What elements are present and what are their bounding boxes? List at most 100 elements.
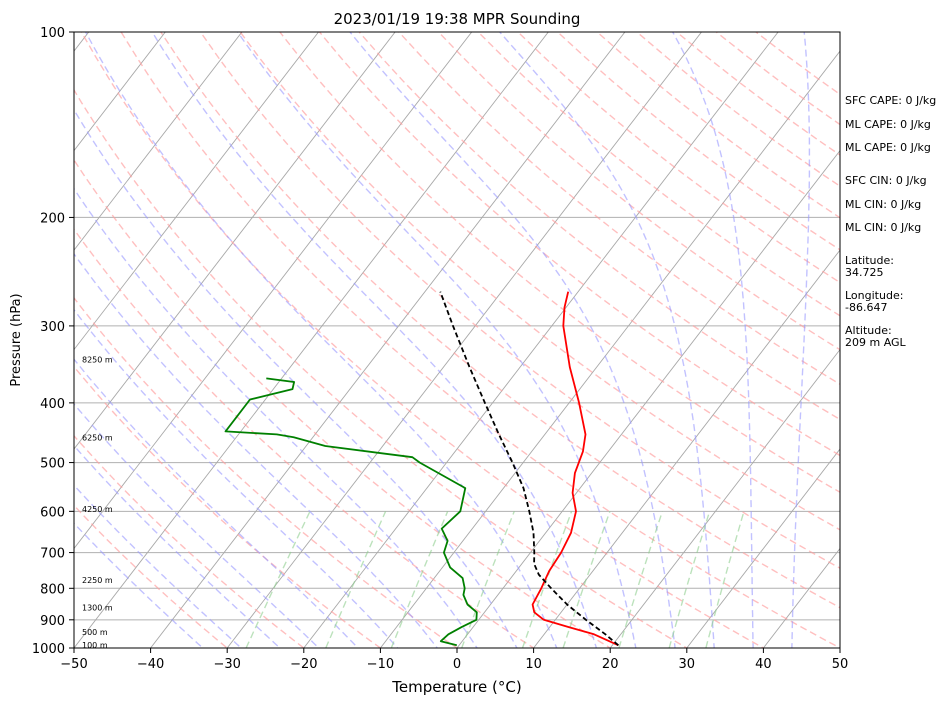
dry-adiabat-line <box>74 88 689 648</box>
isotherm-line <box>456 149 840 648</box>
y-tick-label: 300 <box>40 320 65 335</box>
dry-adiabat-line <box>74 296 459 648</box>
background-lines <box>74 18 946 661</box>
mixing-ratio-line <box>461 511 515 648</box>
height-label: 2250 m <box>82 576 113 585</box>
dry-adiabat-line <box>74 504 229 648</box>
pressure-grid <box>74 32 840 648</box>
moist-adiabat-line <box>151 32 598 648</box>
isotherm-line <box>150 32 626 648</box>
isotherm-line <box>609 348 840 648</box>
sfc-cin-label: SFC CIN: 0 J/kg <box>845 174 927 187</box>
x-tick-label: −10 <box>367 657 394 672</box>
moist-adiabat-line <box>791 32 811 648</box>
y-tick-label: 800 <box>40 582 65 597</box>
ml-cape-label: ML CAPE: 0 J/kg <box>845 118 931 131</box>
isotherm-line <box>74 32 473 550</box>
height-label: 1300 m <box>82 604 113 613</box>
isotherm-line <box>74 32 396 450</box>
isotherm-line <box>907 18 946 661</box>
y-tick-label: 100 <box>40 26 65 41</box>
y-tick-label: 1000 <box>32 642 65 657</box>
dry-adiabat-line <box>80 32 765 648</box>
latitude-label: Latitude: <box>845 254 894 267</box>
height-label: 4250 m <box>82 505 113 514</box>
moist-adiabat-line <box>349 32 676 648</box>
moist-adiabat-line <box>499 32 715 648</box>
moist-adiabat-line <box>672 32 754 648</box>
isotherm-line <box>74 32 166 152</box>
moist-adiabat-line <box>74 402 320 648</box>
x-tick-label: 20 <box>602 657 619 672</box>
moist-adiabat-line <box>74 252 439 648</box>
dry-adiabat-line <box>74 365 382 648</box>
x-tick-label: −40 <box>137 657 164 672</box>
ml-cape-label-2: ML CAPE: 0 J/kg <box>845 141 931 154</box>
isotherm-line <box>686 448 840 648</box>
mixing-ratio-line <box>618 511 664 648</box>
x-tick-label: 50 <box>832 657 849 672</box>
mixing-ratio-line <box>521 511 573 648</box>
y-axis: 1000 900 800 700 600 500 400 300 200 100 <box>32 26 74 657</box>
sfc-cape-label: SFC CAPE: 0 J/kg <box>845 94 936 107</box>
moist-adiabat-line <box>237 32 637 648</box>
parcel-path-line <box>439 291 619 646</box>
dry-adiabat-line <box>477 32 840 317</box>
x-tick-label: 0 <box>453 657 461 672</box>
y-tick-label: 600 <box>40 505 65 520</box>
isotherm-line <box>74 32 549 648</box>
moist-adiabat-line <box>74 108 518 648</box>
temperature-line <box>531 291 619 647</box>
height-label: 500 m <box>82 628 108 637</box>
moist-adiabat-line <box>84 32 558 648</box>
height-label: 8250 m <box>82 355 113 364</box>
altitude-label: Altitude: <box>845 324 892 337</box>
dry-adiabat-line <box>74 158 612 648</box>
mixing-ratio-line <box>562 511 611 648</box>
chart-title: 2023/01/19 19:38 MPR Sounding <box>334 10 581 28</box>
x-axis: −50 −40 −30 −20 −10 0 10 20 30 40 50 <box>60 648 848 672</box>
y-tick-label: 200 <box>40 211 65 226</box>
moist-adiabat-line <box>74 308 399 648</box>
dry-adiabat-line <box>120 32 840 648</box>
dewpoint-line <box>224 377 478 647</box>
height-label: 6250 m <box>82 433 113 442</box>
moist-adiabat-line <box>74 358 359 648</box>
moist-adiabat-line <box>74 187 478 648</box>
height-labels: 100 m 500 m 1300 m 2250 m 4250 m 6250 m 8250 m <box>82 355 113 649</box>
isotherm-line <box>762 547 840 648</box>
longitude-value: -86.647 <box>845 301 887 314</box>
x-axis-title: Temperature (°C) <box>391 678 521 696</box>
isotherm-line <box>303 32 779 648</box>
moist-adiabat-line <box>74 444 281 648</box>
x-tick-label: −50 <box>60 657 87 672</box>
latitude-value: 34.725 <box>845 266 884 279</box>
altitude-value: 209 m AGL <box>845 336 907 349</box>
moist-adiabat-line <box>74 484 243 648</box>
x-tick-label: 40 <box>755 657 772 672</box>
sounding-parameters: SFC CAPE: 0 J/kg ML CAPE: 0 J/kg ML CAPE… <box>845 94 936 349</box>
ml-cin-label-2: ML CIN: 0 J/kg <box>845 221 921 234</box>
isotherm-line <box>74 32 320 351</box>
mixing-ratio-line <box>705 511 745 648</box>
dry-adiabat-line <box>74 228 535 648</box>
x-tick-label: −20 <box>290 657 317 672</box>
x-tick-label: 30 <box>679 657 696 672</box>
isotherm-line <box>226 32 703 648</box>
ml-cin-label: ML CIN: 0 J/kg <box>845 198 921 211</box>
plot-area <box>74 32 840 648</box>
y-tick-label: 500 <box>40 457 65 472</box>
y-tick-label: 700 <box>40 547 65 562</box>
y-tick-label: 400 <box>40 397 65 412</box>
isotherm-line <box>74 32 243 251</box>
y-axis-title: Pressure (hPa) <box>9 293 24 386</box>
x-tick-label: 10 <box>525 657 542 672</box>
dry-adiabat-line <box>74 434 305 648</box>
isotherm-line <box>379 50 840 648</box>
height-label: 100 m <box>82 641 108 650</box>
longitude-label: Longitude: <box>845 289 903 302</box>
y-tick-label: 900 <box>40 614 65 629</box>
sounding-profiles <box>224 291 619 647</box>
